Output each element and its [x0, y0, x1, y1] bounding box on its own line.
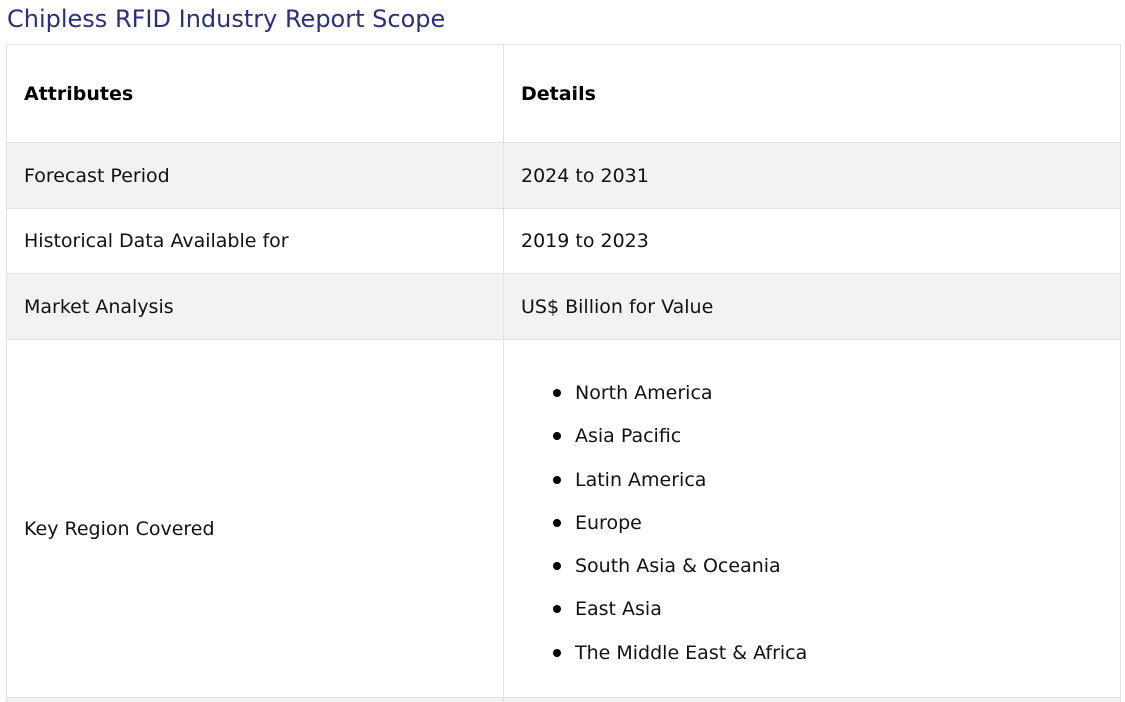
regions-list: North America Asia Pacific Latin America… [521, 378, 1120, 681]
table-row: Historical Data Available for 2019 to 20… [6, 208, 1121, 274]
bullet-icon [553, 388, 561, 397]
page-title: Chipless RFID Industry Report Scope [7, 5, 446, 33]
header-details: Details [503, 44, 1121, 143]
attribute-cell: Historical Data Available for [6, 208, 504, 274]
attribute-cell: Key Region Covered [6, 339, 504, 698]
bullet-icon [553, 432, 561, 441]
list-item: East Asia [553, 594, 1120, 637]
list-item: South Asia & Oceania [553, 551, 1120, 594]
table-row: Market Analysis US$ Billion for Value [6, 273, 1121, 340]
attribute-cell: Forecast Period [6, 142, 504, 209]
list-item: North America [553, 378, 1120, 421]
region-label: East Asia [575, 598, 662, 621]
region-label: Europe [575, 511, 642, 534]
region-label: North America [575, 381, 713, 404]
bullet-icon [553, 648, 561, 657]
region-label: The Middle East & Africa [575, 641, 808, 664]
list-item: Europe [553, 508, 1120, 551]
region-label: Asia Pacific [575, 425, 682, 448]
bullet-icon [553, 518, 561, 527]
detail-cell-partial [503, 697, 1121, 702]
table-row-partial [6, 697, 1121, 702]
bullet-icon [553, 475, 561, 484]
list-item: Latin America [553, 465, 1120, 508]
bullet-icon [553, 562, 561, 571]
detail-cell: US$ Billion for Value [503, 273, 1121, 340]
detail-cell: 2024 to 2031 [503, 142, 1121, 209]
table-row: Forecast Period 2024 to 2031 [6, 142, 1121, 209]
attribute-cell: Market Analysis [6, 273, 504, 340]
attribute-cell-partial [6, 697, 504, 702]
header-attributes: Attributes [6, 44, 504, 143]
list-item: Asia Pacific [553, 421, 1120, 464]
list-item: The Middle East & Africa [553, 638, 1120, 681]
region-label: South Asia & Oceania [575, 555, 781, 578]
table-header-row: Attributes Details [6, 44, 1121, 143]
regions-cell: North America Asia Pacific Latin America… [503, 339, 1121, 698]
region-label: Latin America [575, 468, 707, 491]
detail-cell: 2019 to 2023 [503, 208, 1121, 274]
bullet-icon [553, 605, 561, 614]
table-row: Key Region Covered North America Asia Pa… [6, 339, 1121, 698]
report-scope-table: Attributes Details Forecast Period 2024 … [6, 44, 1121, 702]
